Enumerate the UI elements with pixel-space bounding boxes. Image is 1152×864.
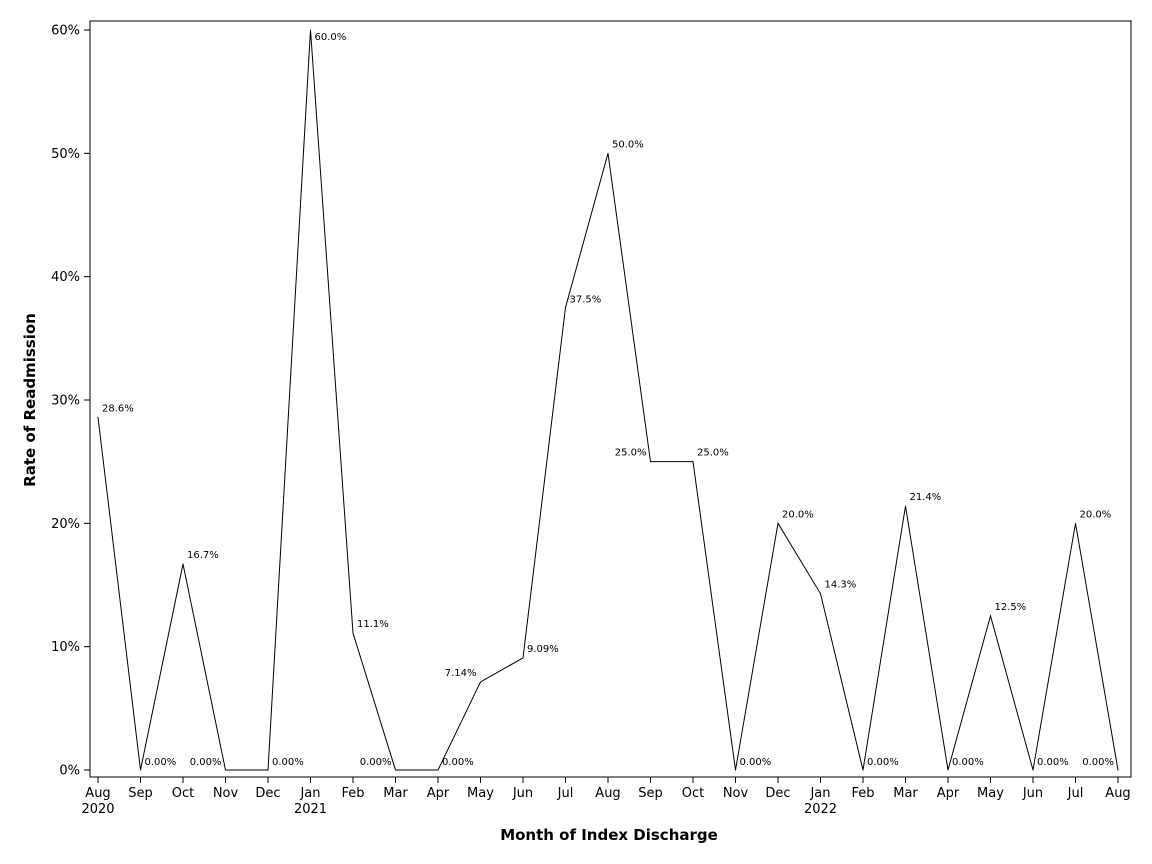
- data-point: [565, 307, 566, 308]
- data-label: 20.0%: [782, 509, 814, 520]
- data-point: [862, 769, 864, 771]
- data-point: [777, 522, 779, 524]
- y-tick-label: 30%: [51, 394, 80, 409]
- x-tick-label: Feb: [341, 786, 364, 801]
- x-year-label: 2021: [294, 802, 327, 817]
- data-label: 0.00%: [272, 757, 304, 768]
- data-point: [1117, 769, 1119, 771]
- x-tick-label: Oct: [172, 786, 194, 801]
- data-label: 60.0%: [315, 32, 347, 43]
- x-axis: Aug Sep Oct Nov Dec Jan Feb Mar Apr May Jun Jul Aug S…: [81, 777, 1131, 817]
- x-tick-label: May: [467, 786, 494, 801]
- series-line: [97, 29, 1119, 771]
- x-tick-label: Apr: [937, 786, 960, 801]
- x-tick-label: Oct: [682, 786, 704, 801]
- y-tick-label: 0%: [59, 764, 80, 779]
- data-point: [905, 505, 906, 507]
- x-tick-label: Aug: [1105, 786, 1130, 801]
- data-label: 11.1%: [357, 619, 389, 630]
- y-tick-label: 50%: [51, 147, 80, 162]
- x-tick-label: Jul: [1067, 786, 1084, 801]
- data-label: 0.00%: [145, 757, 177, 768]
- data-label: 0.00%: [442, 757, 474, 768]
- x-tick-label: Dec: [255, 786, 280, 801]
- x-tick-label: Feb: [851, 786, 874, 801]
- x-axis-title: Month of Index Discharge: [500, 826, 718, 844]
- x-tick-label: Mar: [383, 786, 408, 801]
- data-point: [947, 769, 949, 771]
- data-point: [692, 461, 694, 463]
- data-label: 16.7%: [187, 550, 219, 561]
- data-label: 9.09%: [527, 644, 559, 655]
- data-label: 0.00%: [867, 757, 899, 768]
- data-label: 0.00%: [952, 757, 984, 768]
- x-tick-label: Nov: [723, 786, 749, 801]
- y-tick-label: 10%: [51, 640, 80, 655]
- x-tick-label: Dec: [765, 786, 790, 801]
- x-tick-label: Aug: [85, 786, 110, 801]
- y-tick-label: 20%: [51, 517, 80, 532]
- data-point: [480, 681, 481, 683]
- data-point: [437, 769, 439, 771]
- data-point: [140, 769, 141, 771]
- data-point: [820, 593, 821, 595]
- x-tick-label: Aug: [595, 786, 620, 801]
- x-tick-label: May: [977, 786, 1004, 801]
- data-point: [225, 769, 226, 771]
- data-label: 25.0%: [615, 448, 647, 459]
- data-point: [395, 769, 396, 771]
- data-point: [990, 615, 991, 617]
- y-axis: 0% 10% 20% 30% 40% 50% 60%: [51, 24, 90, 779]
- data-label: 0.00%: [1082, 757, 1114, 768]
- data-label: 14.3%: [825, 580, 857, 591]
- data-label: 0.00%: [190, 757, 222, 768]
- data-labels: 28.6% 0.00% 16.7% 0.00% 0.00% 60.0% 11.1% 0.00%…: [102, 32, 1114, 768]
- plot-frame: [89, 20, 1132, 778]
- data-point: [310, 29, 311, 31]
- data-point: [267, 769, 269, 771]
- data-label: 0.00%: [1037, 757, 1069, 768]
- data-point: [1032, 769, 1034, 771]
- x-tick-label: Jun: [1022, 786, 1043, 801]
- data-point: [607, 152, 609, 154]
- data-label: 25.0%: [697, 448, 729, 459]
- x-year-label: 2022: [804, 802, 837, 817]
- y-axis-title: Rate of Readmission: [21, 313, 39, 487]
- data-point: [1075, 522, 1076, 524]
- x-tick-label: Apr: [427, 786, 450, 801]
- data-label: 12.5%: [995, 602, 1027, 613]
- data-point: [97, 416, 99, 418]
- x-tick-label: Jul: [557, 786, 574, 801]
- x-tick-label: Sep: [128, 786, 153, 801]
- data-label: 20.0%: [1080, 509, 1112, 520]
- data-label: 0.00%: [360, 757, 392, 768]
- data-point: [735, 769, 736, 771]
- data-point: [182, 563, 184, 565]
- x-tick-label: Sep: [638, 786, 663, 801]
- data-label: 50.0%: [612, 139, 644, 150]
- y-tick-label: 60%: [51, 24, 80, 39]
- data-label: 0.00%: [740, 757, 772, 768]
- y-tick-label: 40%: [51, 270, 80, 285]
- series-polyline: [97, 29, 1119, 771]
- data-point: [650, 461, 651, 463]
- data-label: 7.14%: [445, 668, 477, 679]
- data-label: 21.4%: [910, 492, 942, 503]
- data-point: [352, 632, 354, 634]
- data-label: 37.5%: [570, 295, 602, 306]
- x-tick-label: Jan: [809, 786, 830, 801]
- data-point: [522, 657, 524, 659]
- x-year-label: 2020: [81, 802, 114, 817]
- x-tick-label: Jan: [299, 786, 320, 801]
- x-tick-label: Nov: [213, 786, 239, 801]
- data-label: 28.6%: [102, 403, 134, 414]
- x-tick-label: Jun: [512, 786, 533, 801]
- x-tick-label: Mar: [893, 786, 918, 801]
